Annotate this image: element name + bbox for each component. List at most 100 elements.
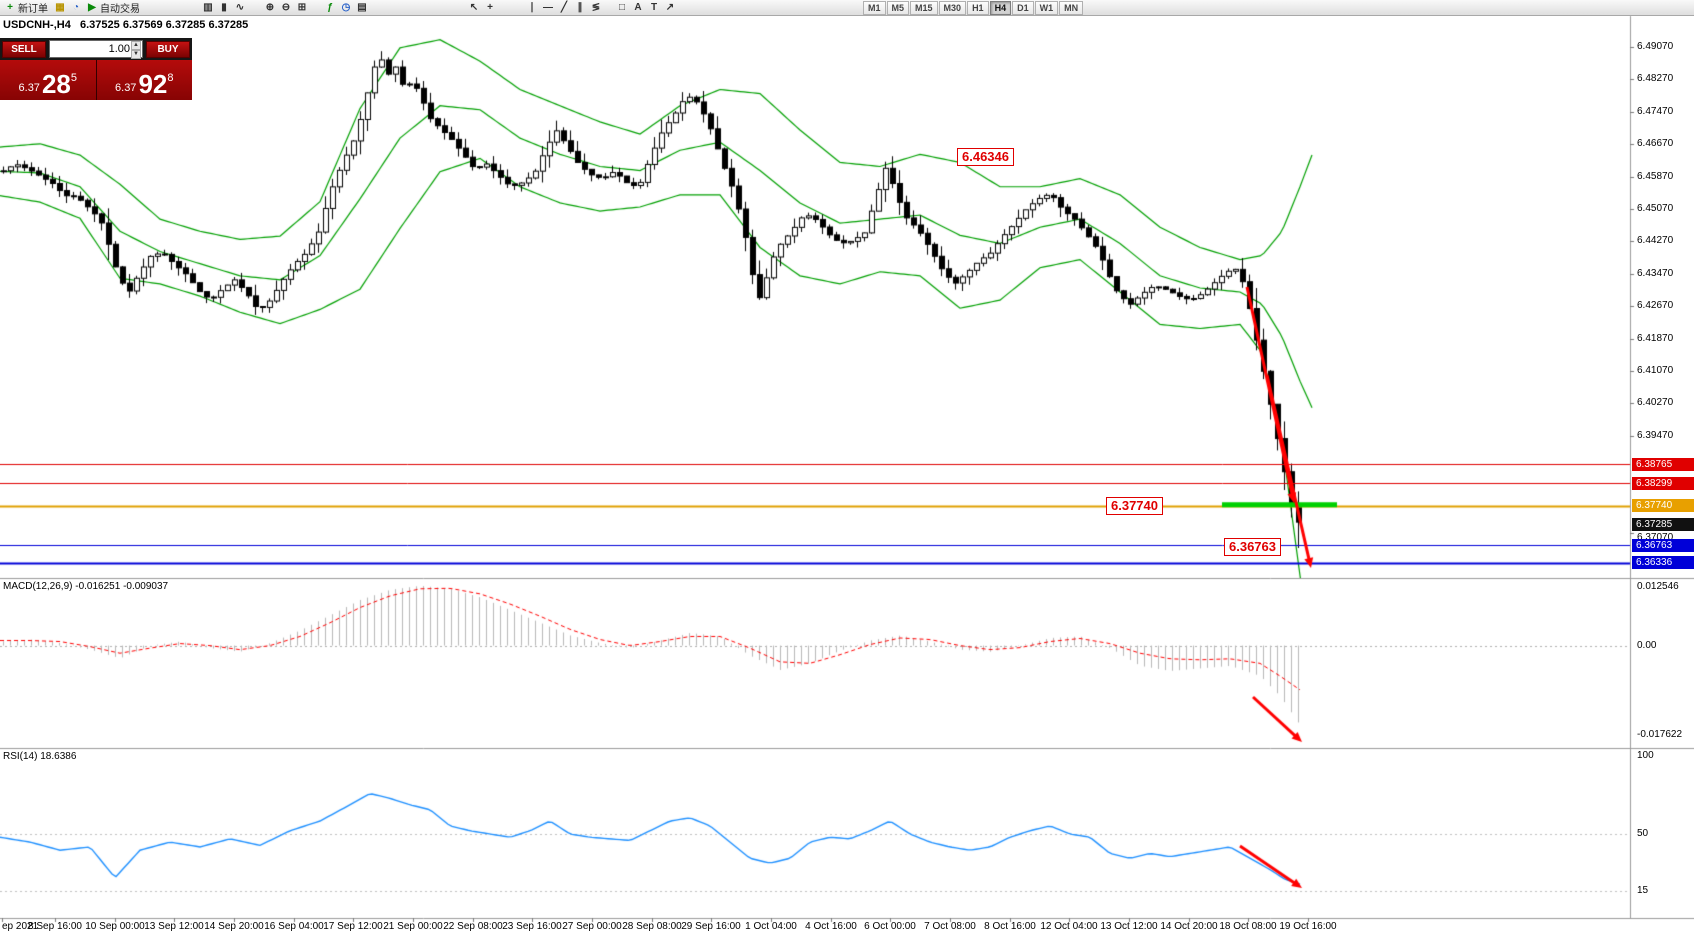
timeframe-button-m30[interactable]: M30	[938, 1, 967, 15]
timeframe-button-h1[interactable]: H1	[967, 1, 989, 15]
price-axis-label: 6.44270	[1637, 235, 1674, 247]
bar-chart-icon[interactable]: ▥	[203, 2, 213, 13]
time-axis-label: 17 Sep 12:00	[323, 921, 383, 932]
price-axis-label: 6.45070	[1637, 203, 1674, 214]
price-axis-label: 6.48270	[1637, 73, 1674, 85]
time-axis-label: 1 Oct 04:00	[745, 921, 797, 932]
rsi-axis-label: 15	[1637, 884, 1649, 896]
time-axis-label: 22 Sep 08:00	[443, 921, 503, 932]
toolbar-items: + 新订单 ▦ ◔ ▶ 自动交易 ▥ ▮ ∿ ⊕ ⊖ ⊞ ƒ ◷ ▤ ↖ + ∣ ― ╱ ∥ ≶ □ A T ↗	[2, 0, 678, 15]
line-chart-icon[interactable]: ∿	[235, 2, 245, 13]
text-icon[interactable]: A	[634, 2, 642, 13]
toolbar-gap	[144, 7, 200, 8]
lot-spinner-up-icon[interactable]: ▲	[131, 41, 141, 50]
time-axis-label: 8 Sep 16:00	[28, 921, 82, 932]
vertical-line-icon[interactable]: ∣	[529, 2, 535, 13]
time-axis-label: 4 Oct 16:00	[805, 921, 857, 932]
profiles-icon[interactable]: ◔	[72, 2, 80, 13]
macd-axis-label: 0.012546	[1637, 581, 1679, 592]
timeframe-button-h4[interactable]: H4	[989, 1, 1012, 15]
timeframe-button-m1[interactable]: M1	[863, 1, 886, 15]
time-axis-label: 10 Sep 00:00	[85, 921, 145, 932]
new-order-icon[interactable]: +	[7, 2, 13, 13]
timeframe-button-d1[interactable]: D1	[1012, 1, 1034, 15]
price-axis-marker: 6.37285	[1632, 517, 1694, 531]
lot-spinner: ▲ ▼	[131, 41, 141, 59]
price-axis-label: 6.47470	[1637, 105, 1674, 117]
sell-price-sup: 5	[70, 72, 77, 84]
time-axis-label: 19 Oct 16:00	[1279, 921, 1337, 932]
price-axis-label: 6.49070	[1637, 41, 1674, 52]
indicators-icon[interactable]: ƒ	[327, 2, 333, 13]
periods-icon[interactable]: ◷	[341, 2, 351, 13]
price-axis-marker: 6.38299	[1632, 476, 1694, 490]
toolbar: + 新订单 ▦ ◔ ▶ 自动交易 ▥ ▮ ∿ ⊕ ⊖ ⊞ ƒ ◷ ▤ ↖ + ∣ ― ╱ ∥ ≶ □ A T ↗ M1 M5 M15 M…	[0, 0, 1694, 16]
rsi-indicator-label: RSI(14) 18.6386	[3, 751, 77, 762]
lot-size-input[interactable]: 1.00 ▲ ▼	[49, 40, 143, 59]
tile-windows-icon[interactable]: ⊞	[297, 2, 307, 13]
cursor-icon[interactable]: ↖	[469, 2, 479, 13]
time-axis-label: 14 Oct 20:00	[1160, 921, 1218, 932]
bid-ask-prices: 6.37 28 5 6.37 92 8	[0, 60, 192, 100]
toolbar-gap	[248, 7, 262, 8]
buy-button[interactable]: BUY	[146, 40, 190, 58]
arrows-icon[interactable]: ↗	[665, 2, 675, 13]
time-axis-label: 13 Sep 12:00	[144, 921, 204, 932]
sell-price-big: 28	[41, 69, 71, 99]
lot-spinner-down-icon[interactable]: ▼	[131, 50, 141, 59]
zoom-out-icon[interactable]: ⊖	[281, 2, 291, 13]
time-axis-label: 28 Sep 08:00	[622, 921, 682, 932]
zoom-in-icon[interactable]: ⊕	[265, 2, 275, 13]
crosshair-icon[interactable]: +	[487, 2, 493, 13]
channel-icon[interactable]: ∥	[577, 2, 583, 13]
buy-price[interactable]: 6.37 92 8	[96, 60, 192, 100]
time-axis-label: 8 Oct 16:00	[984, 921, 1036, 932]
macd-indicator-label: MACD(12,26,9) -0.016251 -0.009037	[3, 581, 169, 592]
timeframe-button-mn[interactable]: MN	[1059, 1, 1084, 15]
sell-price[interactable]: 6.37 28 5	[0, 60, 96, 100]
time-axis-label: 14 Sep 20:00	[204, 921, 264, 932]
autotrading-label[interactable]: 自动交易	[100, 4, 140, 15]
price-axis-label: 6.39470	[1637, 429, 1674, 441]
price-axis-marker: 6.37740	[1632, 499, 1694, 513]
toolbar-gap	[498, 7, 524, 8]
charts-grid-icon[interactable]: ▦	[55, 2, 65, 13]
timeframe-button-w1[interactable]: W1	[1034, 1, 1059, 15]
time-axis-label: 7 Oct 08:00	[924, 921, 976, 932]
label-icon[interactable]: T	[650, 2, 658, 13]
time-axis-label: 27 Sep 00:00	[562, 921, 622, 932]
macd-axis-label: 0.00	[1637, 639, 1657, 651]
price-annotation[interactable]: 6.46346	[957, 148, 1014, 166]
trendline-icon[interactable]: ╱	[560, 2, 568, 13]
candlestick-chart-icon[interactable]: ▮	[221, 2, 227, 13]
price-annotation[interactable]: 6.36763	[1224, 538, 1281, 556]
time-axis-label: 21 Sep 00:00	[383, 921, 443, 932]
price-axis-label: 6.37070	[1637, 532, 1674, 543]
time-axis-label: 18 Oct 08:00	[1219, 921, 1277, 932]
time-axis-label: 23 Sep 16:00	[502, 921, 562, 932]
autotrading-icon[interactable]: ▶	[88, 2, 96, 13]
time-axis-label: 12 Oct 04:00	[1040, 921, 1098, 932]
templates-icon[interactable]: ▤	[357, 2, 367, 13]
lot-size-value: 1.00	[108, 43, 130, 55]
timeframe-button-m15[interactable]: M15	[910, 1, 938, 15]
price-axis-marker: 6.38765	[1632, 457, 1694, 471]
fibonacci-icon[interactable]: ≶	[591, 2, 601, 13]
shapes-icon[interactable]: □	[618, 2, 626, 13]
price-axis-label: 6.41070	[1637, 365, 1674, 376]
price-annotation[interactable]: 6.37740	[1106, 497, 1163, 515]
price-axis-marker: 6.36763	[1632, 538, 1694, 552]
timeframe-button-m5[interactable]: M5	[886, 1, 910, 15]
toolbar-gap	[310, 7, 322, 8]
rsi-axis-label: 50	[1637, 828, 1649, 839]
buy-price-big: 92	[138, 69, 168, 99]
price-axis-label: 6.40270	[1637, 397, 1674, 409]
sell-button[interactable]: SELL	[2, 40, 46, 58]
time-axis-label: 29 Sep 16:00	[681, 921, 741, 932]
new-order-label[interactable]: 新订单	[18, 4, 48, 15]
buy-price-sup: 8	[167, 72, 174, 84]
horizontal-line-icon[interactable]: ―	[543, 2, 553, 13]
price-axis-label: 6.42670	[1637, 300, 1674, 312]
